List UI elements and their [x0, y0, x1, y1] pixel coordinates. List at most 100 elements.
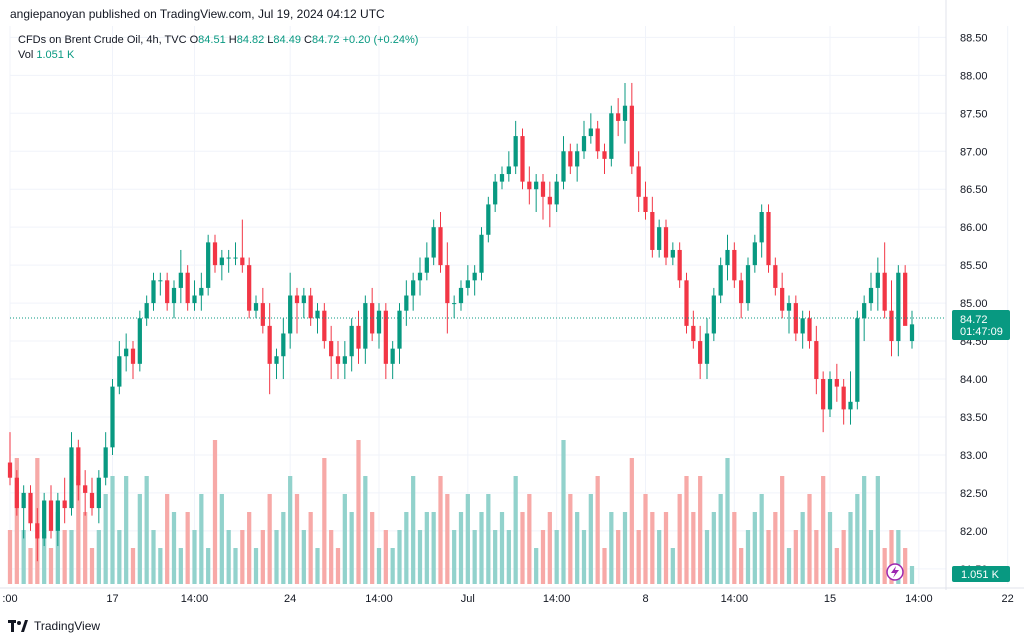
footer-brand[interactable]: TradingView — [8, 619, 100, 633]
candle-body — [294, 295, 300, 304]
volume-bar — [499, 512, 505, 584]
flash-icon[interactable] — [886, 563, 904, 581]
volume-bar — [752, 512, 757, 584]
candle-body — [301, 295, 306, 304]
volume-bar — [609, 512, 614, 584]
candle-body — [486, 204, 491, 235]
volume-bar — [759, 494, 764, 584]
volume-bar — [96, 530, 101, 584]
volume-bars — [7, 440, 915, 584]
volume-bar — [636, 530, 641, 584]
volume-bar — [411, 476, 416, 584]
candle-body — [821, 379, 826, 410]
candle-body — [417, 272, 423, 281]
candle-body — [96, 477, 101, 509]
volume-bar — [684, 476, 689, 584]
volume-bar — [780, 476, 785, 584]
volume-bar — [308, 512, 313, 584]
candle-body — [260, 303, 265, 326]
volume-bar — [534, 548, 539, 584]
volume-bar — [677, 494, 682, 584]
candle-body — [745, 265, 751, 304]
chart-legend: CFDs on Brent Crude Oil, 4h, TVC O84.51 … — [18, 33, 418, 63]
candle-body — [807, 318, 812, 342]
volume-bar — [773, 512, 778, 584]
volume-bar — [383, 530, 388, 584]
volume-bar — [124, 476, 129, 584]
candle-body — [575, 151, 580, 167]
volume-bar — [363, 476, 368, 584]
candle-body — [698, 341, 703, 364]
candle-body — [704, 333, 710, 364]
candle-body — [848, 401, 853, 410]
publish-info: angiepanoyan published on TradingView.co… — [10, 7, 385, 21]
volume-bar — [301, 530, 306, 584]
volume-bar — [288, 476, 293, 584]
volume-bar — [827, 512, 833, 584]
symbol-title[interactable]: CFDs on Brent Crude Oil, 4h, TVC — [18, 34, 187, 46]
candle-body — [602, 151, 607, 159]
volume-bar — [247, 512, 252, 584]
volume-bar — [151, 530, 156, 584]
candle-body — [274, 356, 279, 364]
low-value: 84.49 — [273, 34, 301, 46]
volume-tag-value: 1.051 K — [961, 569, 1000, 581]
candle-body — [786, 303, 792, 311]
volume-bar — [807, 494, 812, 584]
candle-body — [452, 303, 457, 305]
last-price-value: 84.72 — [960, 314, 988, 326]
price-tick-label: 85.00 — [960, 298, 988, 310]
price-tick-label: 83.00 — [960, 450, 988, 462]
candle-body — [397, 310, 402, 349]
candle-body — [732, 249, 737, 281]
candle-body — [117, 356, 122, 387]
candle-body — [827, 379, 833, 410]
price-axis[interactable]: 88.50 88.00 87.50 87.00 86.50 86.00 85.50 85.00… — [960, 32, 988, 575]
candle-body — [547, 196, 552, 205]
volume-bar — [356, 440, 361, 584]
tradingview-logo-icon — [8, 620, 28, 632]
time-axis[interactable]: :00 17 14:00 24 14:00 Jul 14:00 8 14:00 15 14:00 22 — [2, 593, 1013, 605]
volume-value: 1.051 K — [36, 49, 75, 61]
price-tick-label: 88.00 — [960, 70, 988, 82]
candle-body — [465, 280, 470, 288]
time-tick-label: 14:00 — [905, 593, 933, 605]
volume-bar — [547, 512, 552, 584]
volume-bar — [397, 530, 402, 584]
candle-body — [513, 136, 518, 167]
volume-bar — [329, 530, 334, 584]
volume-bar — [793, 530, 798, 584]
volume-bar — [178, 548, 183, 584]
volume-bar — [370, 512, 375, 584]
candle-body — [445, 265, 450, 304]
candle-body — [404, 295, 409, 311]
candle-body — [376, 310, 382, 334]
volume-bar — [486, 494, 491, 584]
candle-body — [151, 280, 156, 304]
volume-bar — [404, 512, 409, 584]
candle-body — [233, 257, 238, 259]
candle-body — [780, 287, 785, 311]
volume-bar — [616, 530, 621, 584]
time-tick-label: 14:00 — [543, 593, 571, 605]
candle-body — [28, 492, 33, 524]
volume-bar — [725, 458, 730, 584]
volume-bar — [431, 512, 436, 584]
volume-bar — [875, 476, 880, 584]
candle-body — [841, 386, 846, 410]
volume-bar — [862, 476, 867, 584]
candle-body — [35, 523, 40, 539]
candle-body — [527, 181, 532, 190]
volume-bar — [465, 494, 470, 584]
volume-bar — [493, 530, 498, 584]
candle-body — [329, 341, 334, 357]
volume-bar — [889, 530, 894, 584]
price-tick-label: 87.50 — [960, 108, 988, 120]
volume-label: Vol — [18, 49, 34, 61]
price-tick-label: 87.00 — [960, 146, 988, 158]
volume-bar — [28, 548, 33, 584]
volume-bar — [376, 548, 382, 584]
volume-bar — [882, 548, 887, 584]
candle-body — [725, 249, 730, 266]
